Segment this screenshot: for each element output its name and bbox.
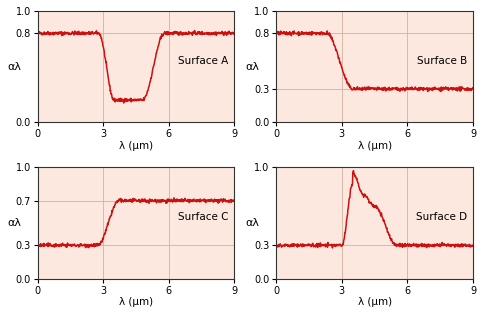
Y-axis label: αλ: αλ xyxy=(246,218,260,228)
Y-axis label: αλ: αλ xyxy=(246,62,260,72)
X-axis label: λ (μm): λ (μm) xyxy=(357,141,392,151)
X-axis label: λ (μm): λ (μm) xyxy=(119,297,153,307)
Text: Surface A: Surface A xyxy=(178,56,228,66)
Text: Surface B: Surface B xyxy=(417,56,467,66)
Text: Surface C: Surface C xyxy=(178,212,228,222)
Y-axis label: αλ: αλ xyxy=(7,62,21,72)
X-axis label: λ (μm): λ (μm) xyxy=(119,141,153,151)
Text: Surface D: Surface D xyxy=(416,212,467,222)
X-axis label: λ (μm): λ (μm) xyxy=(357,297,392,307)
Y-axis label: αλ: αλ xyxy=(7,218,21,228)
